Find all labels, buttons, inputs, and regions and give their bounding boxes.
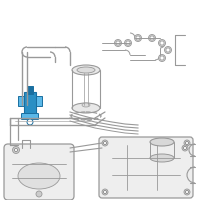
Circle shape <box>124 40 132 46</box>
Circle shape <box>116 41 120 45</box>
Circle shape <box>160 41 164 45</box>
Circle shape <box>164 46 172 53</box>
Circle shape <box>166 48 170 52</box>
Circle shape <box>12 146 20 154</box>
Bar <box>27 86 33 94</box>
Circle shape <box>160 56 164 60</box>
Circle shape <box>184 146 186 150</box>
Bar <box>36 96 42 106</box>
Bar <box>24 92 36 116</box>
Ellipse shape <box>150 154 174 162</box>
Circle shape <box>102 189 108 195</box>
Circle shape <box>182 145 188 151</box>
FancyBboxPatch shape <box>99 137 193 198</box>
FancyBboxPatch shape <box>22 114 38 119</box>
Circle shape <box>134 34 142 42</box>
Ellipse shape <box>82 103 90 107</box>
Circle shape <box>114 40 122 46</box>
Ellipse shape <box>150 138 174 146</box>
Circle shape <box>136 36 140 40</box>
FancyBboxPatch shape <box>4 144 74 200</box>
Ellipse shape <box>72 65 100 75</box>
Circle shape <box>104 190 106 194</box>
Circle shape <box>184 140 190 146</box>
Circle shape <box>104 142 106 144</box>
Circle shape <box>102 140 108 146</box>
Ellipse shape <box>77 67 95 73</box>
Circle shape <box>184 189 190 195</box>
Circle shape <box>158 54 166 62</box>
Circle shape <box>14 148 18 152</box>
Ellipse shape <box>72 103 100 113</box>
Circle shape <box>126 41 130 45</box>
Circle shape <box>27 119 33 125</box>
Circle shape <box>186 190 188 194</box>
Circle shape <box>148 34 156 42</box>
Bar <box>18 96 24 106</box>
Circle shape <box>186 142 188 144</box>
Ellipse shape <box>18 163 60 189</box>
Circle shape <box>150 36 154 40</box>
Circle shape <box>158 40 166 46</box>
Circle shape <box>36 191 42 197</box>
